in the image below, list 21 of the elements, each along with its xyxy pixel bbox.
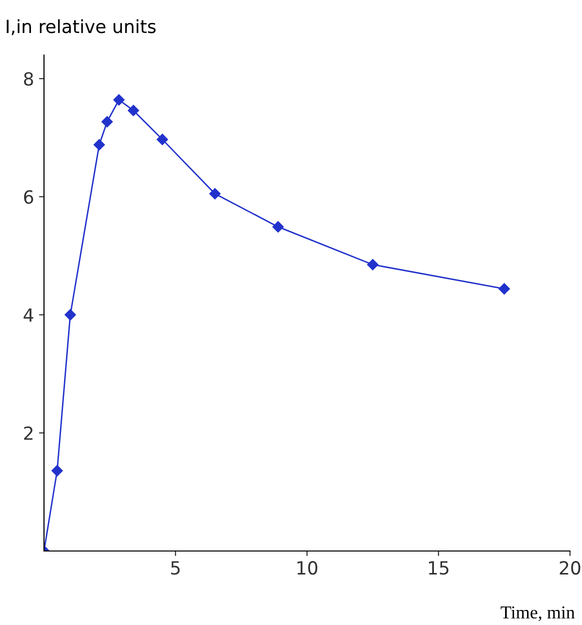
point <box>128 104 140 116</box>
point <box>156 134 168 146</box>
point <box>64 309 76 320</box>
y-tick-label: 6 <box>24 190 34 204</box>
point <box>113 94 125 106</box>
x-axis-title: Time, min <box>500 606 575 622</box>
y-tick-label: 8 <box>24 72 34 86</box>
point <box>94 139 105 150</box>
point <box>367 259 378 270</box>
y-tick-label: 4 <box>24 308 34 322</box>
point <box>498 283 510 294</box>
x-tick-label: 15 <box>428 561 448 575</box>
x-tick-label: 10 <box>297 561 318 575</box>
point <box>52 465 63 476</box>
x-tick-label: 20 <box>560 561 580 575</box>
point <box>102 116 113 128</box>
y-axis-title: I,in relative units <box>6 19 156 36</box>
point <box>272 221 284 232</box>
y-tick-label: 2 <box>24 426 32 440</box>
point <box>209 188 221 200</box>
x-tick-label: 5 <box>171 561 180 575</box>
